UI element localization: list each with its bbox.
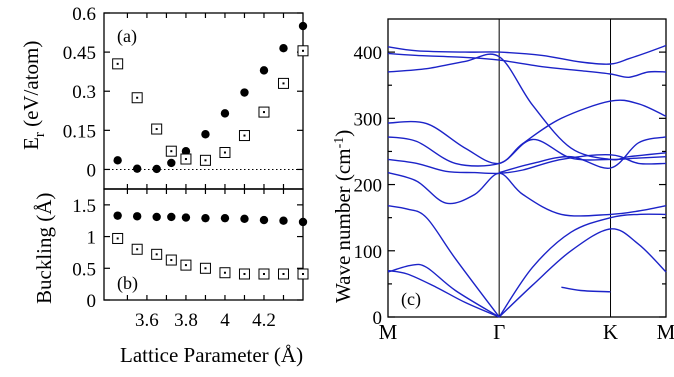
panel-a-ytick-label: 0.6: [72, 4, 96, 25]
panel-a-point-square-dot: [223, 151, 226, 154]
panel-b-point-filled: [132, 212, 142, 221]
phonon-band: [498, 228, 667, 318]
panel-b-point-filled: [113, 211, 122, 220]
panel-b-ytick-label: 0.5: [72, 259, 96, 280]
panel-b-point-square-dot: [204, 267, 207, 270]
panel-a-point-square-dot: [262, 111, 265, 114]
panel-a-point-filled: [113, 156, 122, 165]
panel-b-point-square-dot: [262, 272, 265, 275]
panel-b-point-filled: [152, 212, 161, 222]
panel-c-kpoint-label: Γ: [493, 320, 505, 344]
svg-text:Buckling (Å): Buckling (Å): [32, 193, 56, 304]
phonon-band: [387, 52, 667, 79]
panel-c-kpoint-label: M: [657, 320, 674, 344]
panel-b-ytick-label: 1: [87, 228, 97, 249]
panel-a-plot: 0 0.15 0.3 0.45 0.6: [63, 4, 309, 189]
panel-b-point-square-dot: [282, 272, 285, 275]
panel-a-point-filled: [132, 164, 142, 173]
panel-b-point-filled: [240, 214, 249, 224]
panel-c-ytick-label: 0: [373, 308, 383, 329]
panel-b-xlabel: Lattice Parameter (Å): [120, 343, 303, 367]
panel-c-ylabel: Wave number (cm-1): [331, 130, 355, 303]
panel-c-label: (c): [401, 289, 421, 310]
panel-b-point-filled: [220, 213, 230, 223]
panel-b-xtick-label: 3.6: [135, 310, 159, 331]
panel-a-ylabel: Er (eV/atom): [19, 41, 48, 150]
panel-a-point-filled: [259, 66, 269, 75]
panel-b-point-filled: [201, 213, 210, 223]
panel-a-point-square-dot: [116, 62, 119, 65]
panel-b-point-square-dot: [155, 253, 158, 256]
phonon-band: [387, 263, 500, 318]
panel-b-point-filled: [167, 212, 176, 222]
panel-a-point-square-dot: [170, 150, 173, 153]
panel-b-point-filled: [259, 215, 269, 225]
panel-c-kpoint-label: K: [603, 320, 618, 344]
phonon-band: [387, 120, 667, 165]
phonon-band: [387, 171, 667, 217]
panel-b-label: (b): [117, 273, 138, 294]
panel-a-point-filled: [220, 109, 230, 118]
phonon-band: [499, 136, 667, 174]
phonon-band: [387, 53, 667, 161]
phonon-band: [387, 99, 667, 167]
panel-b-point-square-dot: [302, 272, 304, 275]
panel-a-point-square-dot: [243, 134, 246, 137]
phonon-band: [561, 286, 611, 293]
panel-a-ytick-label: 0.15: [63, 121, 96, 142]
phonon-band: [387, 44, 667, 65]
panel-b-point-filled: [298, 217, 308, 227]
panel-a-ytick-label: 0: [87, 160, 97, 181]
panel-b-point-square-dot: [223, 271, 226, 274]
panel-b-xtick-label: 4.2: [252, 310, 276, 331]
panel-a-point-filled: [181, 146, 191, 156]
panel-b-point-square-dot: [184, 264, 187, 267]
panel-b-xtick-label: 3.8: [174, 310, 198, 331]
panel-a-point-square-dot: [204, 159, 207, 162]
panel-c-ytick-label: 200: [354, 176, 383, 197]
panel-c-ytick-label: 300: [354, 109, 383, 130]
svg-text:Wave number (cm-1): Wave number (cm-1): [331, 130, 355, 303]
phonon-band: [387, 269, 500, 318]
panel-a-point-filled: [298, 21, 308, 31]
panel-b-ylabel: Buckling (Å): [32, 193, 56, 304]
panel-c-kpoint-label: M: [379, 320, 398, 344]
panel-b-point-square-dot: [243, 272, 246, 275]
panel-a-label: (a): [117, 26, 137, 47]
panel-c-plot: 0 100 200 300 400 M Γ K M: [354, 19, 674, 344]
panel-a-point-square-dot: [282, 82, 285, 85]
panel-a-point-square-dot: [136, 96, 139, 99]
panel-b-xtick-label: 4: [220, 310, 230, 331]
panel-b-ytick-label: 1.5: [72, 196, 96, 217]
panel-c-ytick-label: 100: [354, 242, 383, 263]
phonon-band: [498, 213, 667, 318]
panel-b-point-square-dot: [170, 259, 173, 262]
panel-a-ytick-label: 0.45: [63, 43, 96, 64]
panel-b-plot: 0 0.5 1 1.5 3.6 3.8 4 4.2: [72, 189, 309, 331]
panel-b-point-filled: [279, 216, 288, 225]
panel-a-point-square-dot: [184, 158, 187, 161]
panel-a-point-filled: [279, 44, 288, 53]
panel-c-ytick-label: 400: [354, 43, 383, 64]
panel-c-frame: [387, 18, 667, 318]
panel-b-ytick-label: 0: [87, 291, 97, 312]
panel-b-point-square-dot: [136, 248, 139, 251]
panel-a-point-filled: [240, 88, 249, 97]
phonon-band: [387, 205, 500, 318]
panel-a-point-filled: [167, 158, 176, 168]
panel-a-point-filled: [152, 164, 161, 174]
panel-a-point-square-dot: [302, 49, 304, 52]
svg-text:Er (eV/atom): Er (eV/atom): [19, 41, 48, 150]
panel-a-ytick-label: 0.3: [72, 82, 96, 103]
panel-a-point-filled: [201, 130, 210, 139]
panel-a-point-square-dot: [155, 128, 158, 131]
panel-b-point-filled: [181, 213, 191, 222]
panel-b-point-square-dot: [116, 237, 119, 240]
panel-b-frame: [103, 188, 304, 301]
